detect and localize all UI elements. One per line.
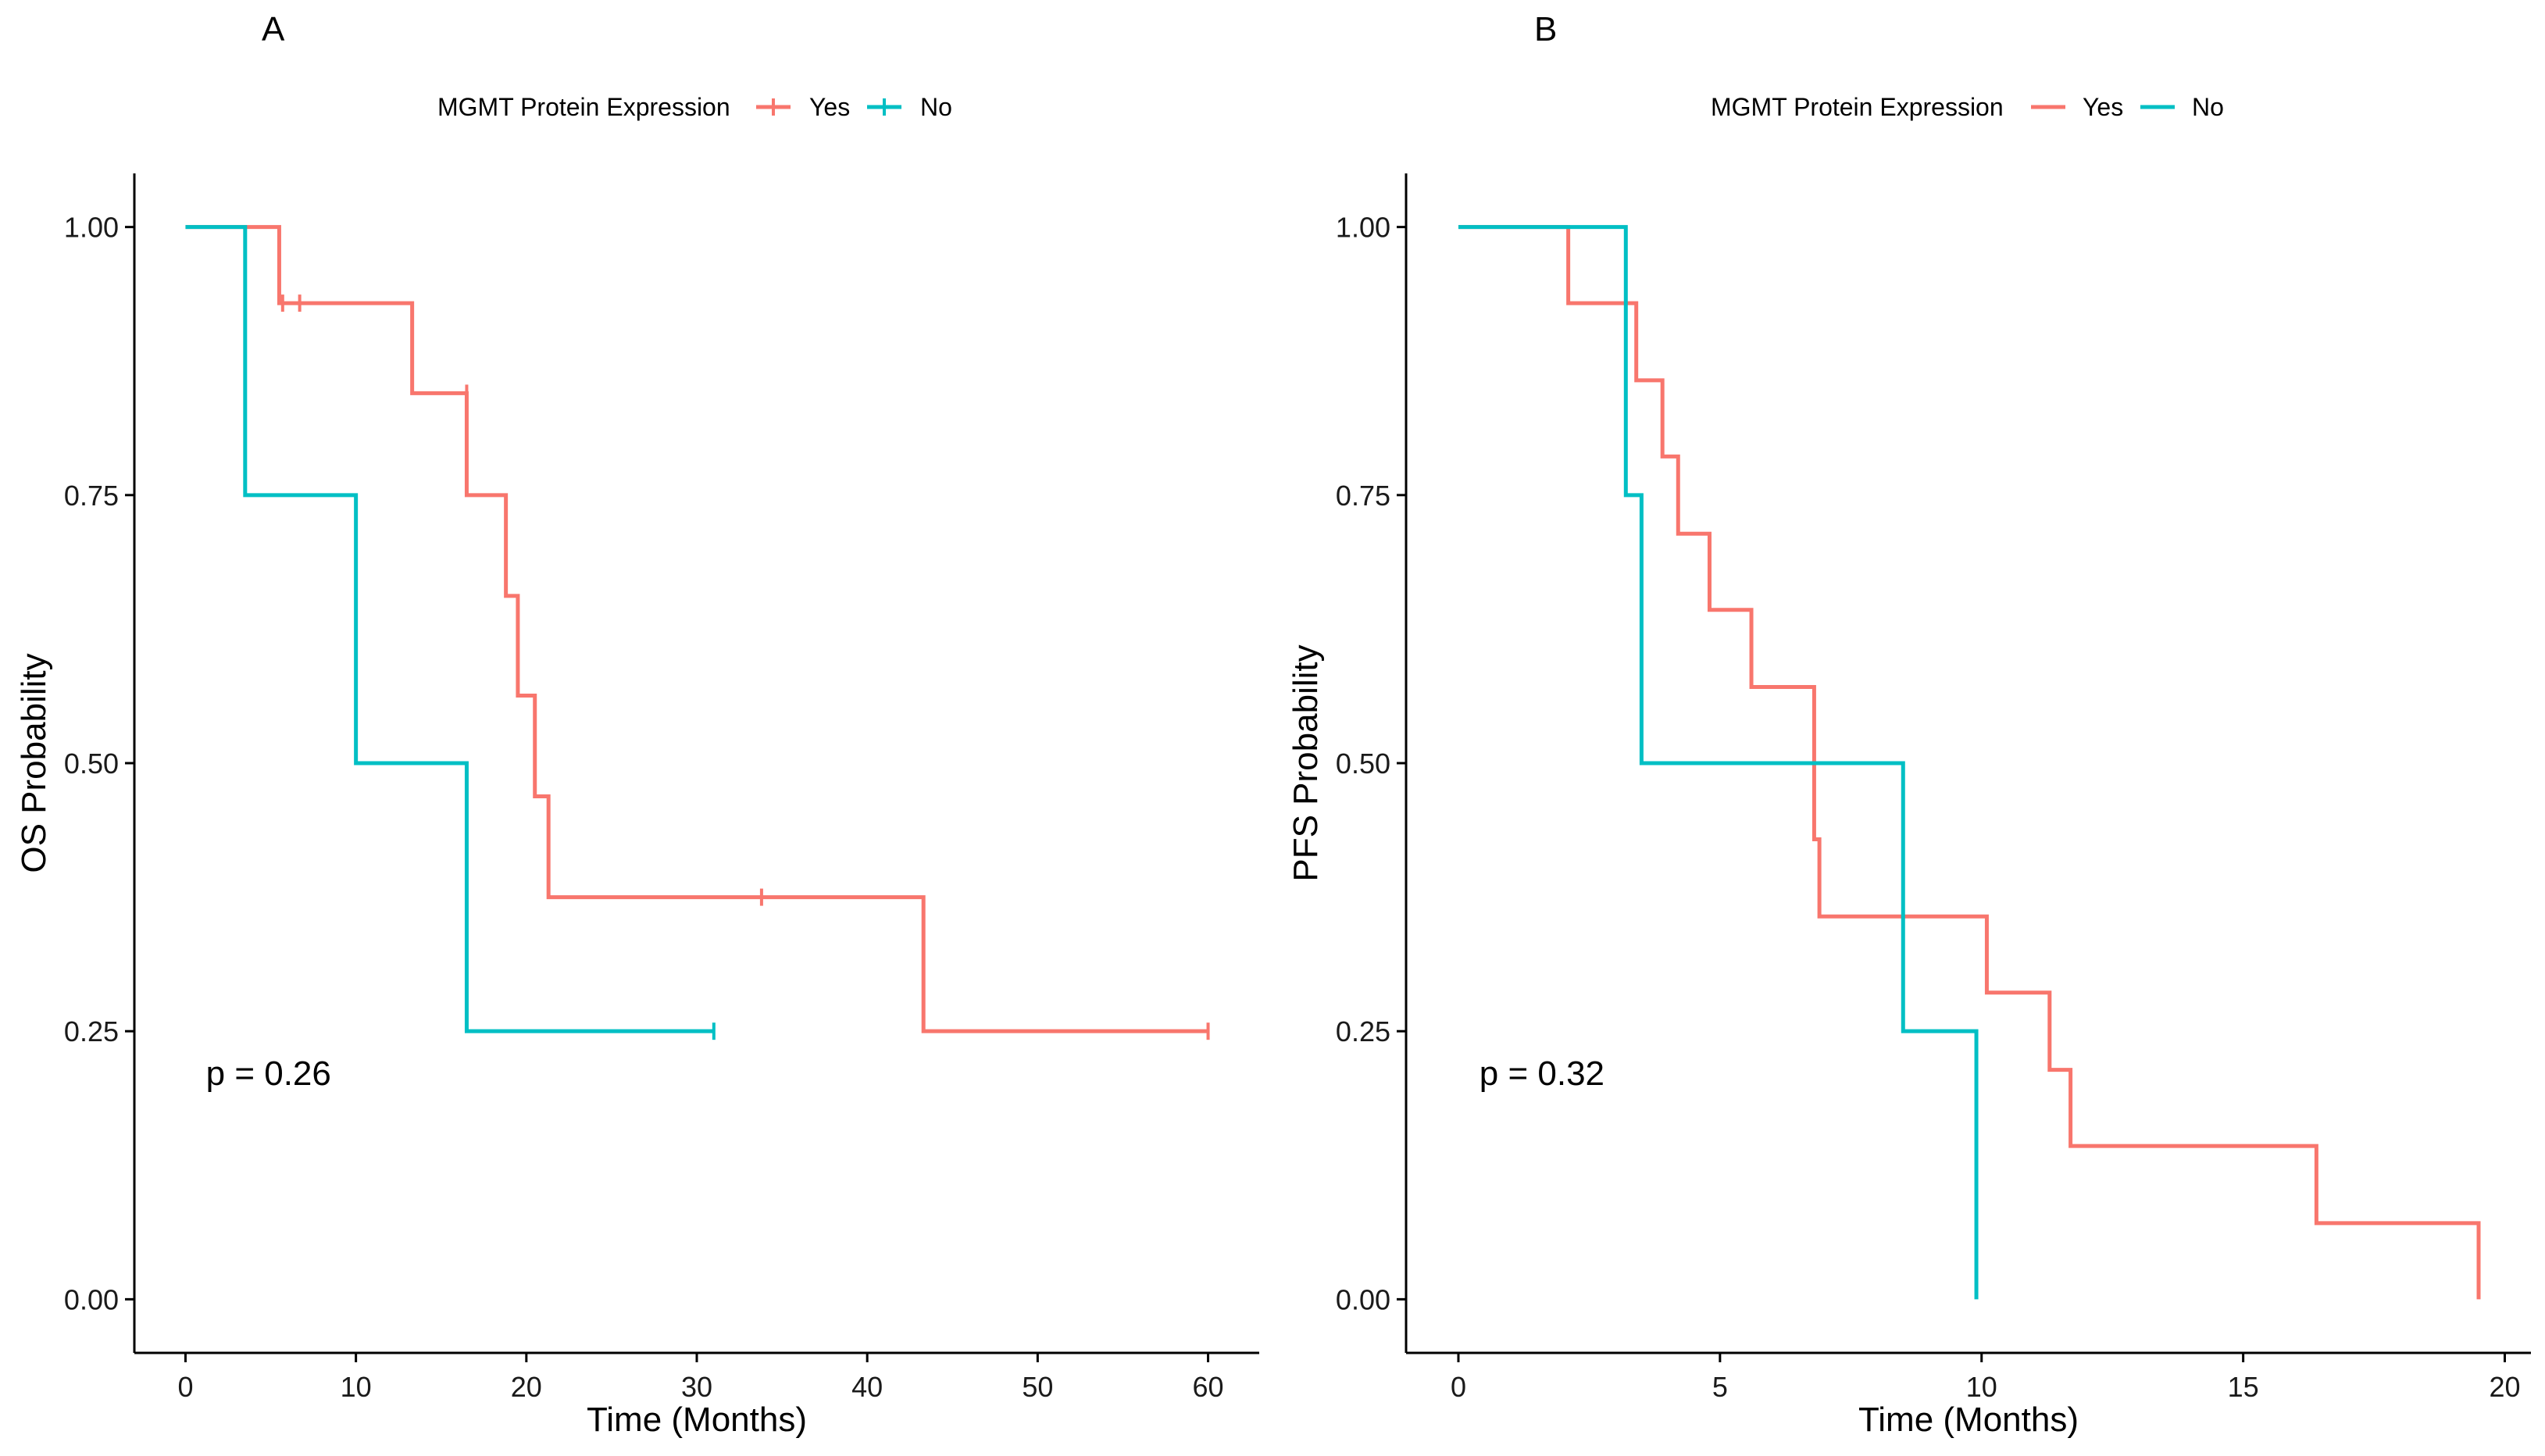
panel-a-x-axis-title: Time (Months) bbox=[587, 1401, 807, 1439]
panel-a-legend-title: MGMT Protein Expression bbox=[437, 93, 730, 121]
panel-b-p-value: p = 0.32 bbox=[1480, 1055, 1604, 1093]
panel-a-legend: MGMT Protein Expression Yes No bbox=[437, 93, 952, 121]
panel-a-x-tick-label: 0 bbox=[177, 1371, 193, 1403]
panel-a-y-tick-label: 0.25 bbox=[64, 1015, 119, 1047]
panel-a-x-tick-label: 30 bbox=[681, 1371, 712, 1403]
panel-b-legend-no-label: No bbox=[2192, 93, 2224, 121]
panel-a-curve-yes bbox=[185, 225, 1208, 1033]
panel-b-x-tick-label: 15 bbox=[2228, 1371, 2259, 1403]
panel-b-legend-title: MGMT Protein Expression bbox=[1711, 93, 2004, 121]
panel-a-legend-yes-label: Yes bbox=[809, 93, 850, 121]
panel-a-censor-marks bbox=[280, 294, 1210, 1040]
panel-a-y-ticks: 0.00 0.25 0.50 0.75 1.00 bbox=[64, 212, 134, 1315]
panel-a-x-tick-label: 50 bbox=[1022, 1371, 1053, 1403]
panel-b-curve-yes bbox=[1458, 225, 2481, 1300]
panel-a-x-ticks: 0 10 20 30 40 50 60 bbox=[177, 1353, 1224, 1403]
panel-a-y-tick-label: 0.00 bbox=[64, 1283, 119, 1315]
panel-b-y-tick-label: 0.75 bbox=[1336, 480, 1390, 512]
panel-b-y-tick-label: 0.00 bbox=[1336, 1283, 1390, 1315]
panel-b: B MGMT Protein Expression Yes No 0.00 0.… bbox=[1287, 10, 2531, 1439]
panel-a-curve-no bbox=[185, 225, 714, 1033]
panel-a: A MGMT Protein Expression Yes No 0.00 0.… bbox=[15, 10, 1259, 1439]
panel-a-x-tick-label: 40 bbox=[851, 1371, 883, 1403]
panel-b-y-tick-label: 0.50 bbox=[1336, 748, 1390, 780]
panel-b-label: B bbox=[1534, 10, 1557, 48]
panel-a-x-tick-label: 20 bbox=[511, 1371, 542, 1403]
panel-a-x-tick-label: 10 bbox=[341, 1371, 372, 1403]
panel-a-legend-no-label: No bbox=[920, 93, 952, 121]
panel-a-y-tick-label: 1.00 bbox=[64, 212, 119, 244]
panel-a-label: A bbox=[262, 10, 285, 48]
panel-b-x-tick-label: 10 bbox=[1966, 1371, 1997, 1403]
panel-a-y-axis-title: OS Probability bbox=[15, 653, 53, 873]
panel-b-y-tick-label: 0.25 bbox=[1336, 1015, 1390, 1047]
panel-b-x-ticks: 0 5 10 15 20 bbox=[1451, 1353, 2521, 1403]
panel-b-x-tick-label: 5 bbox=[1712, 1371, 1728, 1403]
panel-a-p-value: p = 0.26 bbox=[206, 1055, 331, 1093]
panel-b-x-axis-title: Time (Months) bbox=[1858, 1401, 2079, 1439]
panel-b-x-tick-label: 0 bbox=[1451, 1371, 1466, 1403]
panel-b-legend: MGMT Protein Expression Yes No bbox=[1711, 93, 2224, 121]
panel-b-legend-yes-label: Yes bbox=[2083, 93, 2123, 121]
panel-b-y-tick-label: 1.00 bbox=[1336, 212, 1390, 244]
panel-b-y-ticks: 0.00 0.25 0.50 0.75 1.00 bbox=[1336, 212, 1406, 1315]
panel-a-x-tick-label: 60 bbox=[1193, 1371, 1224, 1403]
panel-a-y-tick-label: 0.50 bbox=[64, 748, 119, 780]
panel-b-y-axis-title: PFS Probability bbox=[1287, 644, 1325, 881]
panel-b-curve-no bbox=[1458, 225, 1979, 1300]
panel-b-x-tick-label: 20 bbox=[2489, 1371, 2520, 1403]
panel-a-y-tick-label: 0.75 bbox=[64, 480, 119, 512]
